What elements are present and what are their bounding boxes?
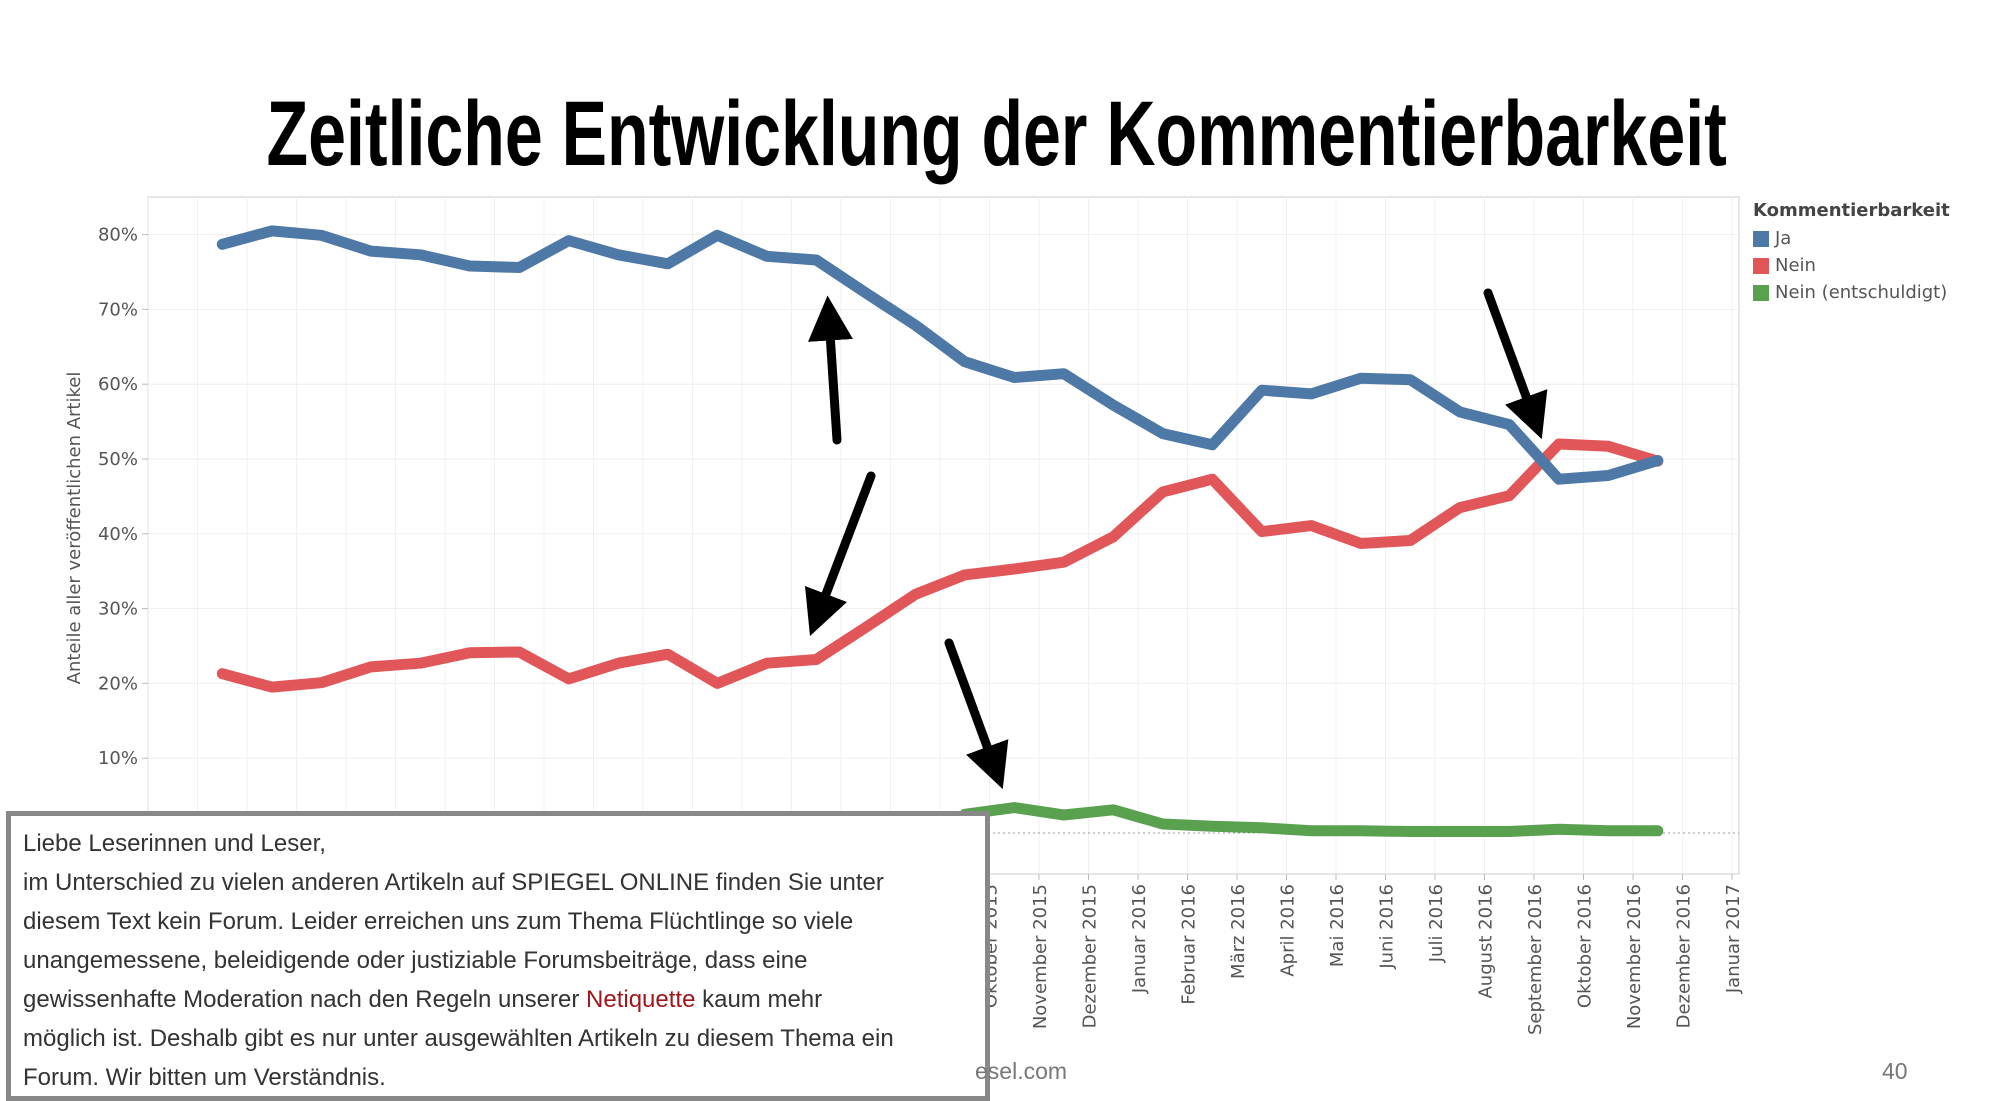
y-tick-label: 20% [98, 673, 138, 694]
series-line-nein [216, 438, 1664, 693]
x-tick-label: Februar 2016 [1179, 884, 1200, 1005]
x-tick-label: August 2016 [1476, 884, 1497, 999]
x-tick-label: Juni 2016 [1377, 884, 1398, 970]
legend: Kommentierbarkeit Ja Nein Nein (entschul… [1753, 200, 1950, 306]
legend-swatch [1753, 284, 1769, 301]
forum-notice-box: Liebe Leserinnen und Leser, im Unterschi… [6, 811, 990, 1101]
y-tick-label: 80% [98, 225, 138, 246]
legend-swatch [1753, 257, 1769, 274]
plot-frame [147, 196, 1740, 875]
slide-title: Zeitliche Entwicklung der Kommentierbark… [266, 83, 1727, 185]
x-tick-label: Juli 2016 [1426, 884, 1447, 963]
x-tick-label: April 2016 [1278, 884, 1299, 977]
x-tick-label: März 2016 [1228, 884, 1249, 979]
y-tick-label: 30% [98, 599, 138, 620]
y-tick-label: 10% [98, 748, 138, 769]
legend-title: Kommentierbarkeit [1753, 200, 1950, 221]
y-tick-label: 60% [98, 374, 138, 395]
y-tick-label: 50% [98, 449, 138, 470]
notice-line: diesem Text kein Forum. Leider erreichen… [23, 908, 854, 935]
page-number: 40 [1882, 1058, 1908, 1084]
legend-item-ja[interactable]: Ja [1753, 225, 1950, 252]
annotation-arrow [944, 638, 1009, 790]
notice-line: Liebe Leserinnen und Leser, [23, 830, 326, 857]
series-line-ja [216, 225, 1664, 485]
notice-line: möglich ist. Deshalb gibt es nur unter a… [23, 1025, 894, 1052]
x-tick-label: Dezember 2016 [1674, 884, 1695, 1028]
x-tick-label: November 2016 [1624, 884, 1645, 1029]
notice-line: im Unterschied zu vielen anderen Artikel… [23, 869, 884, 896]
notice-line: gewissenhafte Moderation nach den Regeln… [23, 986, 823, 1013]
x-tick-label: Oktober 2016 [1575, 884, 1596, 1008]
footer-site: esel.com [975, 1058, 1068, 1084]
x-tick-label: September 2016 [1525, 884, 1546, 1035]
x-tick-label: Dezember 2015 [1080, 884, 1101, 1028]
series-line-nein-entschuldigt [959, 802, 1664, 837]
annotation-arrow [804, 471, 876, 637]
y-tick-label: 70% [98, 299, 138, 320]
annotation-arrow [808, 295, 853, 445]
annotation-arrow [1483, 288, 1548, 440]
x-tick-label: Mai 2016 [1327, 884, 1348, 967]
notice-line: Forum. Wir bitten um Verständnis. [23, 1064, 386, 1091]
y-axis-title: Anteile aller veröffentlichen Artikel [64, 372, 85, 685]
notice-line: unangemessene, beleidigende oder justizi… [23, 947, 808, 974]
x-tick-label: November 2015 [1030, 884, 1051, 1029]
legend-item-nein[interactable]: Nein [1753, 252, 1950, 279]
netiquette-link[interactable]: Netiquette [586, 986, 696, 1013]
legend-item-nein-entschuldigt[interactable]: Nein (entschuldigt) [1753, 279, 1950, 306]
legend-swatch [1753, 230, 1769, 247]
y-tick-label: 40% [98, 524, 138, 545]
x-tick-label: Januar 2017 [1723, 884, 1744, 994]
x-tick-label: Januar 2016 [1129, 884, 1150, 994]
